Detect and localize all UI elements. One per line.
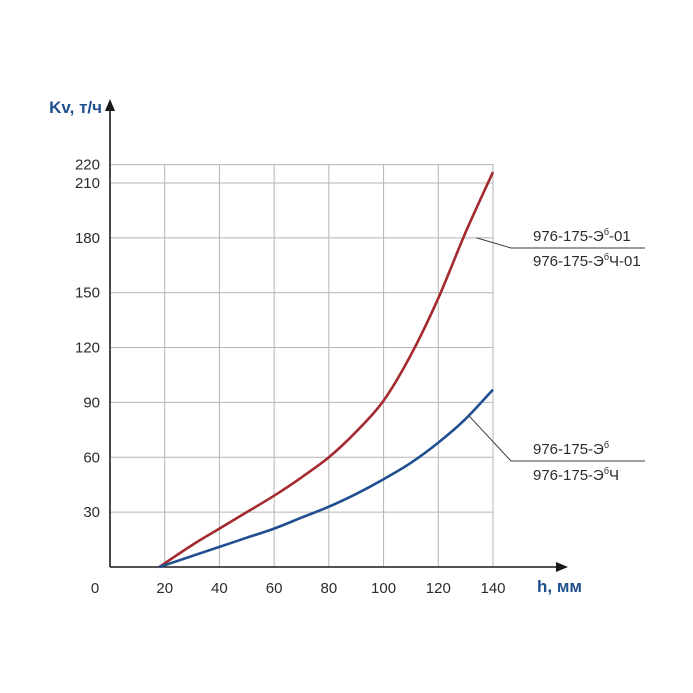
x-tick-label: 20: [156, 580, 173, 597]
x-tick-label: 80: [321, 580, 338, 597]
y-tick-label: 150: [75, 285, 100, 302]
y-tick-label: 120: [75, 340, 100, 357]
series-lines: [158, 171, 495, 569]
y-tick-label: 90: [83, 394, 100, 411]
x-axis-title: h, мм: [537, 577, 582, 596]
y-tick-label: 210: [75, 175, 100, 192]
legend-label: 976-175-ЭбЧ-01: [533, 252, 641, 270]
legend-leader-2: [468, 414, 645, 462]
y-tick-label: 30: [83, 504, 100, 521]
y-tick-label: 220: [75, 157, 100, 174]
legend: 976-175-Эб-01 976-175-ЭбЧ-01 976-175-Эб 976…: [468, 227, 645, 484]
legend-label: 976-175-Эб-01: [533, 227, 631, 245]
y-axis-arrow: [105, 99, 115, 111]
x-tick-label: 40: [211, 580, 228, 597]
x-tick-label: 60: [266, 580, 283, 597]
series-line-1: [158, 171, 495, 569]
origin-label: 0: [91, 580, 99, 597]
x-axis-arrow: [556, 562, 568, 572]
legend-leader-1: [476, 237, 645, 249]
y-tick-label: 180: [75, 230, 100, 247]
series-line-2: [158, 388, 494, 569]
y-axis-title: Kv, т/ч: [49, 98, 102, 117]
legend-label: 976-175-ЭбЧ: [533, 466, 619, 484]
y-tick-label: 60: [83, 449, 100, 466]
x-tick-label: 120: [426, 580, 451, 597]
x-tick-label: 100: [371, 580, 396, 597]
x-tick-label: 140: [480, 580, 505, 597]
grid: [110, 164, 494, 567]
axes: [105, 99, 568, 572]
legend-label: 976-175-Эб: [533, 440, 609, 458]
